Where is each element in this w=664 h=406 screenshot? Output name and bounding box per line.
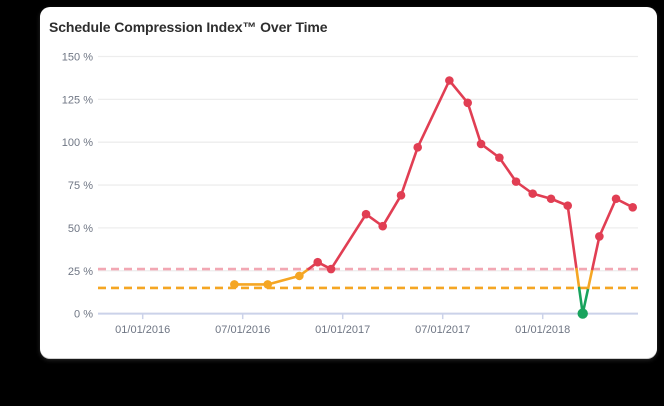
series-segment bbox=[329, 212, 368, 271]
data-point[interactable] bbox=[546, 194, 556, 204]
series-segment bbox=[416, 79, 451, 149]
data-point[interactable] bbox=[528, 189, 538, 198]
y-axis-label: 50 % bbox=[68, 223, 93, 235]
data-point[interactable] bbox=[611, 194, 621, 204]
data-point[interactable] bbox=[595, 232, 604, 241]
sci-chart-svg: 0 % 25 % 50 % 75 % 100 % 125 % 150 % 01/01/2016… bbox=[62, 52, 638, 336]
series-segment bbox=[586, 267, 594, 290]
series-segment bbox=[575, 267, 581, 290]
series-segment bbox=[381, 194, 403, 228]
y-axis-label: 125 % bbox=[62, 94, 93, 106]
x-axis-label: 01/01/2016 bbox=[115, 324, 170, 336]
series-segment bbox=[566, 204, 578, 271]
chart-card: Schedule Compression Index™ Over Time 0 … bbox=[40, 7, 657, 358]
series-segment bbox=[498, 156, 518, 183]
data-point[interactable] bbox=[511, 177, 521, 186]
series-segment bbox=[591, 235, 601, 271]
data-point[interactable] bbox=[628, 203, 638, 212]
data-point[interactable] bbox=[577, 308, 588, 319]
y-axis-label: 150 % bbox=[62, 52, 93, 64]
data-point[interactable] bbox=[230, 280, 239, 289]
series-segment bbox=[399, 146, 420, 197]
y-axis-label: 100 % bbox=[62, 137, 93, 149]
data-point[interactable] bbox=[463, 98, 473, 108]
series-segment bbox=[266, 274, 301, 286]
y-axis-label: 25 % bbox=[68, 266, 93, 278]
x-axis-label: 01/01/2018 bbox=[515, 324, 570, 336]
data-point[interactable] bbox=[445, 76, 454, 85]
data-point[interactable] bbox=[413, 143, 423, 152]
data-point[interactable] bbox=[313, 257, 323, 267]
series-segment bbox=[598, 197, 618, 238]
data-point[interactable] bbox=[361, 209, 371, 219]
x-axis-label: 07/01/2017 bbox=[415, 324, 470, 336]
data-point[interactable] bbox=[396, 191, 406, 200]
y-axis-label: 0 % bbox=[74, 309, 93, 321]
chart-title: Schedule Compression Index™ Over Time bbox=[49, 19, 328, 35]
series-segment bbox=[466, 101, 483, 146]
x-axis-label: 07/01/2016 bbox=[215, 324, 270, 336]
data-point[interactable] bbox=[378, 221, 388, 231]
data-point[interactable] bbox=[295, 271, 304, 281]
series-segment bbox=[448, 79, 470, 105]
data-point[interactable] bbox=[263, 280, 273, 289]
y-axis-label: 75 % bbox=[68, 180, 93, 192]
data-point[interactable] bbox=[495, 153, 504, 162]
data-point[interactable] bbox=[563, 201, 573, 210]
x-axis-label: 01/01/2017 bbox=[315, 324, 370, 336]
data-point[interactable] bbox=[326, 264, 336, 274]
data-point[interactable] bbox=[476, 139, 486, 149]
